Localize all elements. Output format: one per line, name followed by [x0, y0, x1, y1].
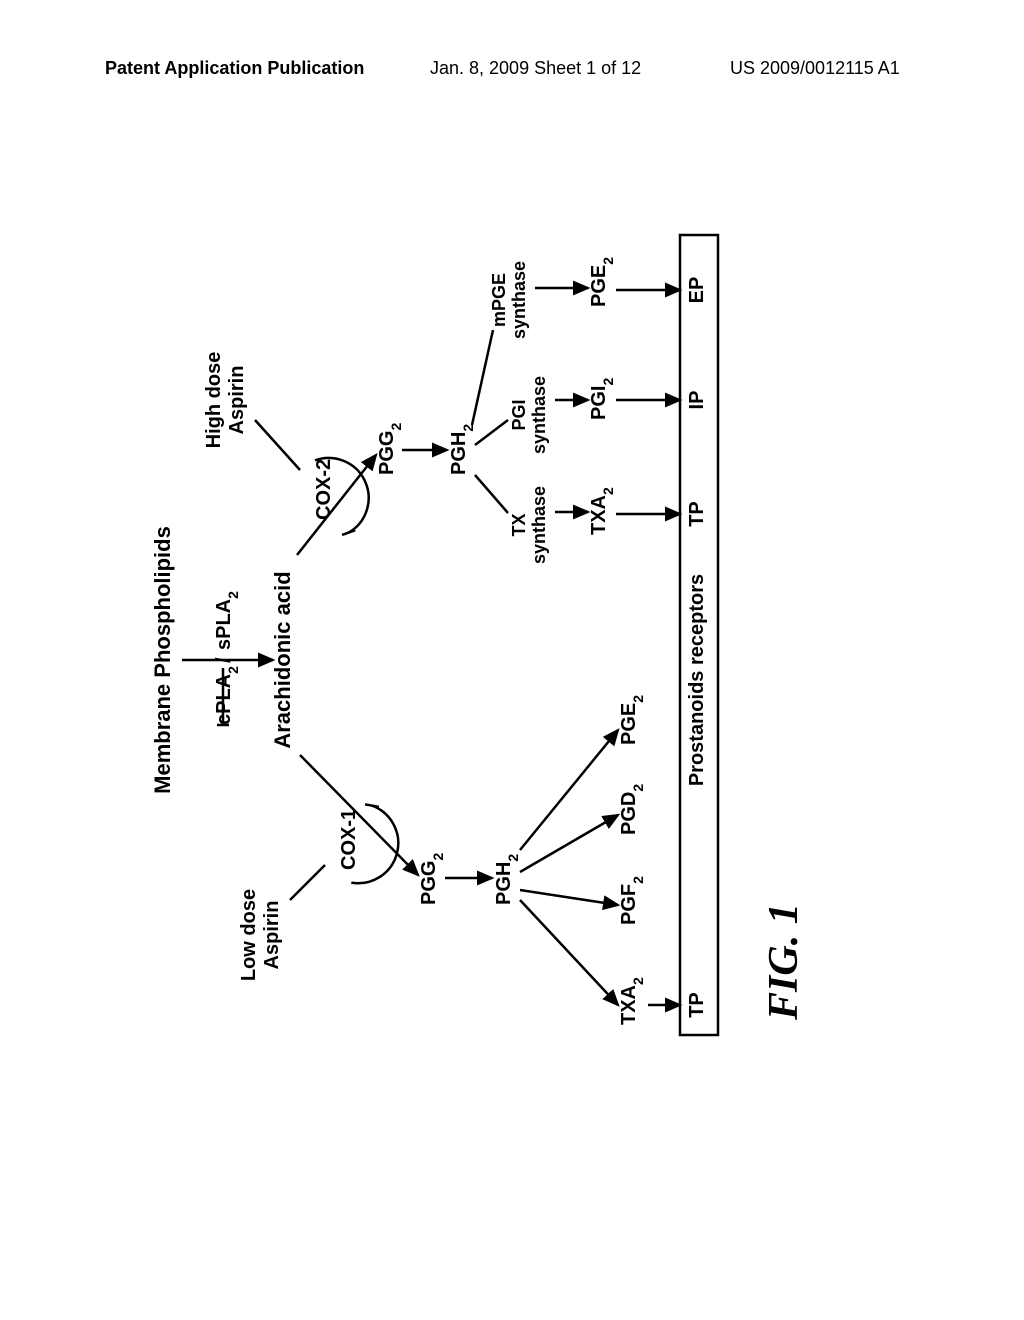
- svg-text:PGF2: PGF2: [618, 876, 646, 925]
- svg-text:synthase: synthase: [509, 261, 529, 339]
- svg-text:/: /: [213, 657, 235, 663]
- svg-text:TXA2: TXA2: [588, 487, 616, 535]
- svg-text:PGG2: PGG2: [418, 853, 446, 905]
- svg-text:PGH2: PGH2: [448, 424, 476, 475]
- svg-text:EP: EP: [686, 277, 708, 304]
- svg-text:TX: TX: [509, 513, 529, 536]
- svg-text:synthase: synthase: [529, 376, 549, 454]
- svg-text:synthase: synthase: [529, 486, 549, 564]
- svg-text:cPLA2: cPLA2: [213, 666, 241, 725]
- svg-text:High dose: High dose: [203, 352, 225, 449]
- svg-text:IP: IP: [686, 391, 708, 410]
- svg-text:TXA2: TXA2: [618, 977, 646, 1025]
- header-center: Jan. 8, 2009 Sheet 1 of 12: [430, 58, 641, 79]
- svg-text:Prostanoids receptors: Prostanoids receptors: [686, 574, 708, 786]
- svg-text:Aspirin: Aspirin: [261, 901, 283, 970]
- svg-text:Membrane Phospholipids: Membrane Phospholipids: [150, 526, 175, 794]
- pathway-diagram: Membrane Phospholipids cPLA2 / sPLA2 Arachid…: [0, 150, 1024, 1150]
- svg-text:PGE2: PGE2: [588, 257, 616, 307]
- svg-text:PGD2: PGD2: [618, 784, 646, 835]
- svg-text:TP: TP: [686, 501, 708, 527]
- header-left: Patent Application Publication: [105, 58, 364, 79]
- svg-text:PGI2: PGI2: [588, 378, 616, 420]
- svg-text:TP: TP: [686, 992, 708, 1018]
- svg-text:PGE2: PGE2: [618, 695, 646, 745]
- svg-text:COX-2: COX-2: [313, 459, 335, 520]
- figure-label: FIG. 1: [760, 903, 808, 1020]
- svg-text:PGI: PGI: [509, 399, 529, 430]
- svg-text:COX-1: COX-1: [338, 809, 360, 870]
- svg-text:Low dose: Low dose: [238, 889, 260, 981]
- svg-text:mPGE: mPGE: [489, 273, 509, 327]
- svg-text:Arachidonic acid: Arachidonic acid: [270, 571, 295, 748]
- svg-text:Aspirin: Aspirin: [226, 366, 248, 435]
- svg-text:PGG2: PGG2: [376, 423, 404, 475]
- header-right: US 2009/0012115 A1: [730, 58, 900, 79]
- svg-text:PGH2: PGH2: [493, 854, 521, 905]
- svg-text:sPLA2: sPLA2: [213, 591, 241, 650]
